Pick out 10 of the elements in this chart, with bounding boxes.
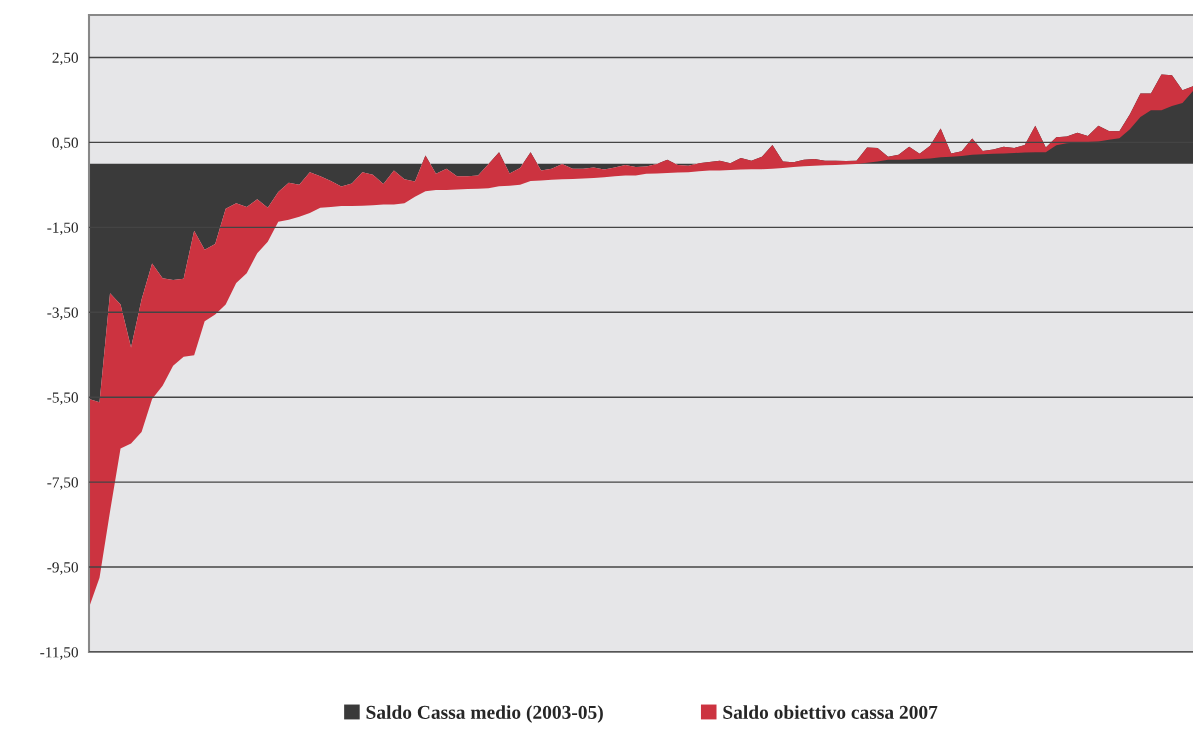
legend-label: Saldo obiettivo cassa 2007 [723,705,938,719]
legend-label: Saldo Cassa medio (2003-05) [366,705,603,723]
y-tick-label: 2,50 [52,52,78,66]
y-tick-label: -9,50 [47,562,78,575]
y-tick-label: 0,50 [52,137,78,151]
y-tick-label: -5,50 [47,392,78,405]
y-tick-label: -11,50 [40,647,78,660]
y-tick-label: -3,50 [47,307,78,320]
y-tick-label: -1,50 [47,222,78,235]
y-tick-label: -7,50 [47,477,78,490]
